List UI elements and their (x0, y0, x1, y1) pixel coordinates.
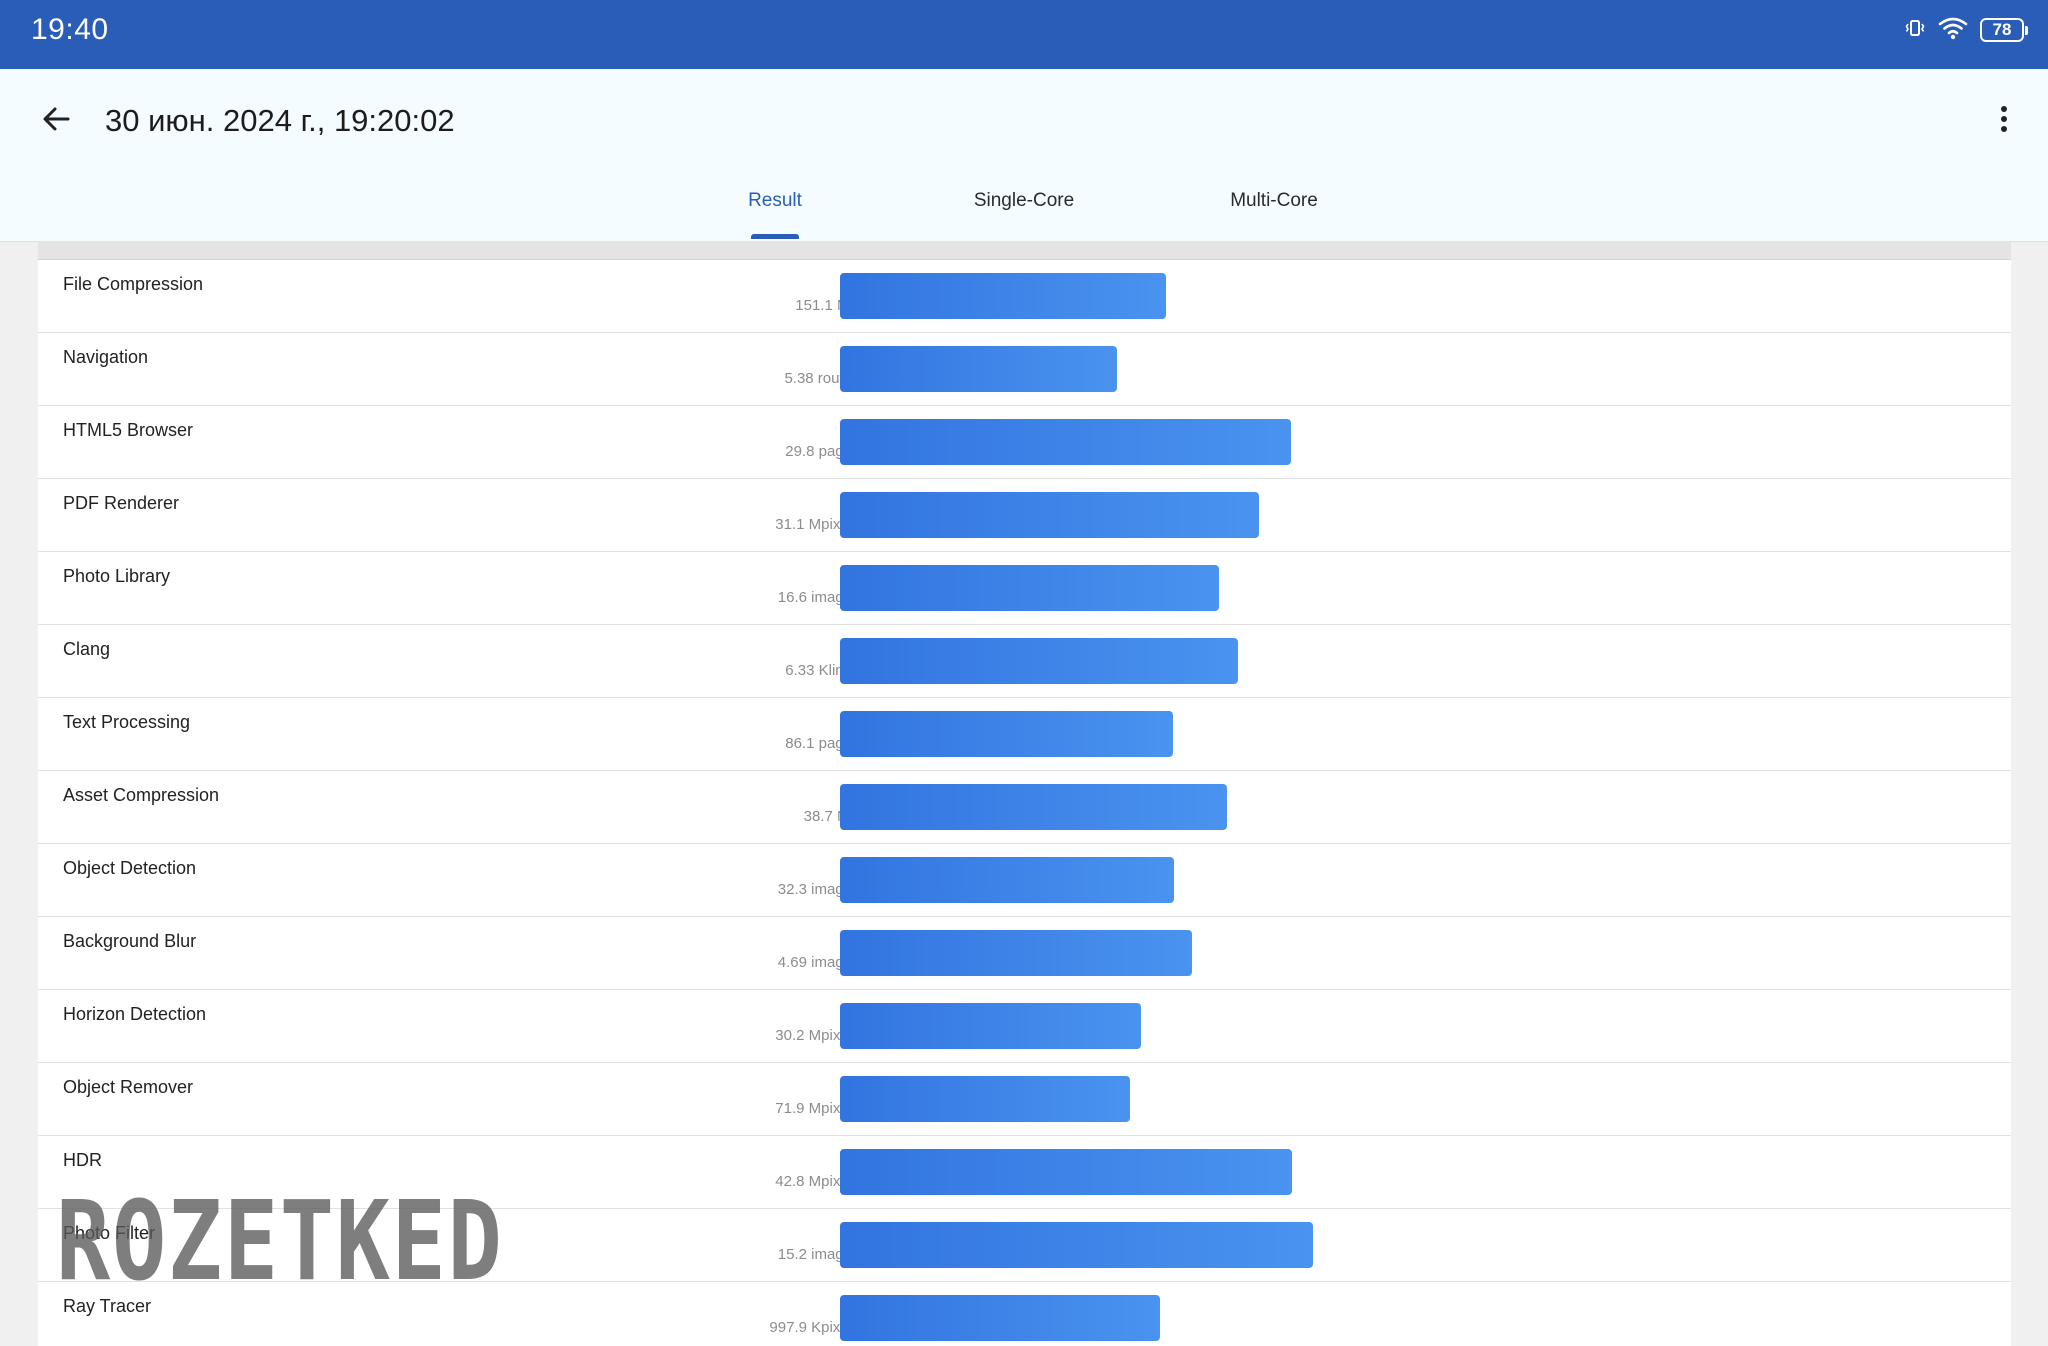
score-bar (840, 273, 1166, 319)
list-section-header (38, 241, 2011, 260)
back-button[interactable] (34, 99, 78, 143)
result-row: HDR145842.8 Mpixels/sec (38, 1136, 2011, 1209)
result-row: Object Detection107932.3 images/sec (38, 844, 2011, 917)
score-bar (840, 1222, 1313, 1268)
battery-level: 78 (1992, 20, 2012, 39)
benchmark-name: Clang (63, 639, 111, 659)
benchmark-name: Ray Tracer (63, 1296, 152, 1316)
active-tab-indicator (751, 234, 799, 239)
result-row: Photo Library122316.6 images/sec (38, 552, 2011, 625)
result-row: Ray Tracer1031997.9 Kpixels/sec (38, 1282, 2011, 1346)
score-bar (840, 492, 1259, 538)
benchmark-name: Photo Filter (63, 1223, 156, 1243)
more-vert-icon (1999, 105, 2009, 138)
wifi-icon (1938, 16, 1968, 45)
battery-icon: 78 (1980, 18, 2028, 42)
vibrate-icon (1904, 17, 1926, 44)
status-time: 19:40 (31, 13, 109, 46)
result-row: Navigation8925.38 routes/sec (38, 333, 2011, 406)
tab-result[interactable]: Result (748, 190, 802, 211)
page-title: 30 июн. 2024 г., 19:20:02 (105, 103, 455, 138)
status-bar: 19:40 78 (0, 0, 2048, 69)
tab-bar: Result Single-Core Multi-Core (0, 186, 2048, 241)
benchmark-name: PDF Renderer (63, 493, 180, 513)
score-bar (840, 1149, 1292, 1195)
arrow-back-icon (41, 104, 71, 139)
score-bar (840, 930, 1192, 976)
benchmark-name: HTML5 Browser (63, 420, 194, 440)
result-row: Photo Filter152715.2 images/sec (38, 1209, 2011, 1282)
result-row: PDF Renderer135031.1 Mpixels/sec (38, 479, 2011, 552)
score-bar (840, 419, 1291, 465)
score-bar (840, 1003, 1141, 1049)
result-row: Text Processing107586.1 pages/sec (38, 698, 2011, 771)
score-bar (840, 1295, 1160, 1341)
result-row: Horizon Detection97030.2 Mpixels/sec (38, 990, 2011, 1063)
score-bar (840, 1076, 1130, 1122)
result-row: File Compression1052151.1 MB/sec (38, 260, 2011, 333)
score-bar (840, 711, 1173, 757)
score-bar (840, 784, 1227, 830)
tab-single-core[interactable]: Single-Core (973, 190, 1075, 211)
benchmark-name: Object Detection (63, 858, 197, 878)
result-row: Background Blur11344.69 images/sec (38, 917, 2011, 990)
app-header: 30 июн. 2024 г., 19:20:02 Result Single-… (0, 69, 2048, 242)
benchmark-name: Background Blur (63, 931, 197, 951)
status-icons: 78 (1904, 14, 2028, 46)
result-row: HTML5 Browser145529.8 pages/sec (38, 406, 2011, 479)
score-bar (840, 346, 1117, 392)
score-bar (840, 565, 1219, 611)
result-row: Object Remover93571.9 Mpixels/sec (38, 1063, 2011, 1136)
result-row: Asset Compression124838.7 MB/sec (38, 771, 2011, 844)
benchmark-name: Asset Compression (63, 785, 220, 805)
benchmark-name: Object Remover (63, 1077, 194, 1097)
score-bar (840, 638, 1238, 684)
result-list: File Compression1052151.1 MB/secNavigati… (38, 260, 2011, 1346)
benchmark-name: File Compression (63, 274, 204, 294)
score-bar (840, 857, 1174, 903)
more-options-button[interactable] (1982, 99, 2026, 143)
benchmark-name: Text Processing (63, 712, 191, 732)
tab-multi-core[interactable]: Multi-Core (1230, 190, 1318, 211)
benchmark-name: HDR (63, 1150, 102, 1170)
benchmark-name: Horizon Detection (63, 1004, 207, 1024)
benchmark-name: Photo Library (63, 566, 171, 586)
benchmark-name: Navigation (63, 347, 149, 367)
results-content[interactable]: File Compression1052151.1 MB/secNavigati… (38, 241, 2011, 1346)
result-row: Clang12856.33 Klines/sec (38, 625, 2011, 698)
